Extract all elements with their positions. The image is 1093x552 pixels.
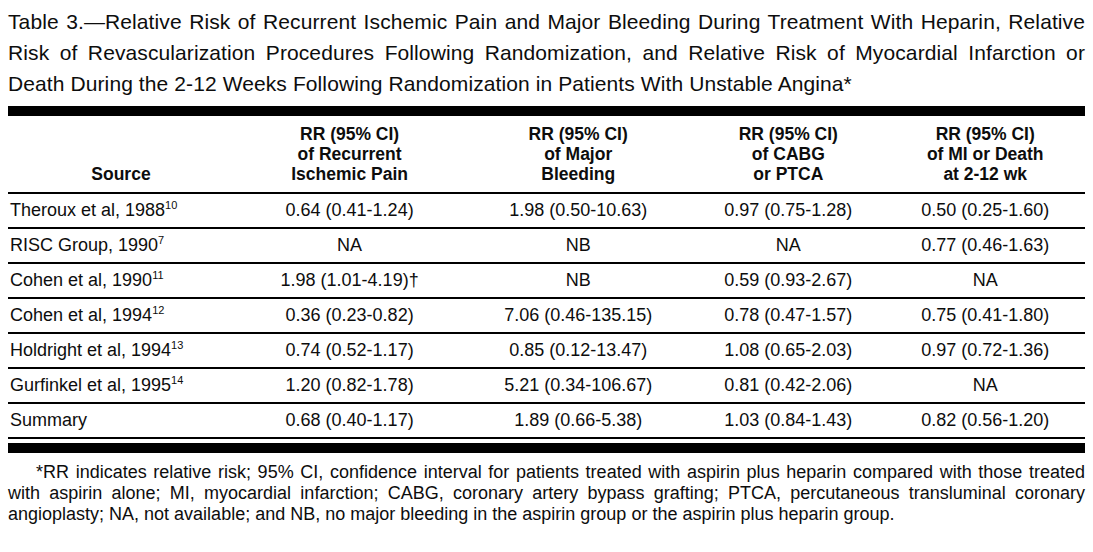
col-header-major-bleeding: RR (95% CI) of Major Bleeding bbox=[465, 116, 691, 193]
col-header-cabg-ptca: RR (95% CI) of CABG or PTCA bbox=[691, 116, 885, 193]
table-footnote: *RR indicates relative risk; 95% CI, con… bbox=[8, 462, 1085, 525]
table-row-cohen-1990: Cohen et al, 199011 1.98 (1.01-4.19)† NB… bbox=[8, 263, 1085, 298]
source-name: RISC Group, 1990 bbox=[10, 235, 158, 255]
rr-mi-cell: NA bbox=[885, 368, 1085, 403]
source-name: Holdright et al, 1994 bbox=[10, 340, 171, 360]
rr-bleeding-cell: 0.85 (0.12-13.47) bbox=[465, 333, 691, 368]
table-row-gurfinkel-1995: Gurfinkel et al, 199514 1.20 (0.82-1.78)… bbox=[8, 368, 1085, 403]
table-header-row: Source RR (95% CI) of Recurrent Ischemic… bbox=[8, 116, 1085, 193]
rr-bleeding-cell: 1.98 (0.50-10.63) bbox=[465, 193, 691, 228]
source-name: Summary bbox=[10, 410, 87, 430]
reference-superscript: 14 bbox=[171, 374, 183, 386]
source-cell: Cohen et al, 199412 bbox=[8, 298, 234, 333]
col-header-source: Source bbox=[8, 116, 234, 193]
table-title: Table 3.—Relative Risk of Recurrent Isch… bbox=[8, 6, 1085, 99]
rr-cabg-cell: 0.78 (0.47-1.57) bbox=[691, 298, 885, 333]
rr-bleeding-cell: 7.06 (0.46-135.15) bbox=[465, 298, 691, 333]
table-row-cohen-1994: Cohen et al, 199412 0.36 (0.23-0.82) 7.0… bbox=[8, 298, 1085, 333]
rr-bleeding-cell: 5.21 (0.34-106.67) bbox=[465, 368, 691, 403]
table-row-holdright-1994: Holdright et al, 199413 0.74 (0.52-1.17)… bbox=[8, 333, 1085, 368]
rr-ischemic-cell: NA bbox=[234, 228, 465, 263]
reference-superscript: 12 bbox=[152, 304, 164, 316]
top-rule bbox=[8, 106, 1085, 116]
source-cell: Theroux et al, 198810 bbox=[8, 193, 234, 228]
source-name: Gurfinkel et al, 1995 bbox=[10, 375, 171, 395]
reference-superscript: 11 bbox=[152, 269, 163, 281]
col-header-recurrent-ischemic-pain: RR (95% CI) of Recurrent Ischemic Pain bbox=[234, 116, 465, 193]
rr-ischemic-cell: 0.36 (0.23-0.82) bbox=[234, 298, 465, 333]
rr-mi-cell: NA bbox=[885, 263, 1085, 298]
table-row-risc-1990: RISC Group, 19907 NA NB NA 0.77 (0.46-1.… bbox=[8, 228, 1085, 263]
rr-mi-cell: 0.50 (0.25-1.60) bbox=[885, 193, 1085, 228]
source-cell: Holdright et al, 199413 bbox=[8, 333, 234, 368]
rr-bleeding-cell: NB bbox=[465, 228, 691, 263]
source-cell: RISC Group, 19907 bbox=[8, 228, 234, 263]
source-name: Cohen et al, 1994 bbox=[10, 305, 152, 325]
rr-cabg-cell: 0.81 (0.42-2.06) bbox=[691, 368, 885, 403]
rr-mi-cell: 0.77 (0.46-1.63) bbox=[885, 228, 1085, 263]
rr-cabg-cell: 1.08 (0.65-2.03) bbox=[691, 333, 885, 368]
rr-cabg-cell: 1.03 (0.84-1.43) bbox=[691, 403, 885, 438]
rr-cabg-cell: NA bbox=[691, 228, 885, 263]
table-row-summary: Summary 0.68 (0.40-1.17) 1.89 (0.66-5.38… bbox=[8, 403, 1085, 438]
col-header-mi-death: RR (95% CI) of MI or Death at 2-12 wk bbox=[885, 116, 1085, 193]
rr-ischemic-cell: 0.74 (0.52-1.17) bbox=[234, 333, 465, 368]
source-cell: Cohen et al, 199011 bbox=[8, 263, 234, 298]
rr-mi-cell: 0.75 (0.41-1.80) bbox=[885, 298, 1085, 333]
rr-bleeding-cell: NB bbox=[465, 263, 691, 298]
bottom-rule bbox=[8, 443, 1085, 453]
data-table: Source RR (95% CI) of Recurrent Ischemic… bbox=[8, 116, 1085, 439]
reference-superscript: 10 bbox=[165, 199, 177, 211]
rr-cabg-cell: 0.97 (0.75-1.28) bbox=[691, 193, 885, 228]
rr-ischemic-cell: 0.68 (0.40-1.17) bbox=[234, 403, 465, 438]
reference-superscript: 7 bbox=[158, 234, 164, 246]
source-name: Cohen et al, 1990 bbox=[10, 270, 152, 290]
rr-ischemic-cell: 0.64 (0.41-1.24) bbox=[234, 193, 465, 228]
rr-ischemic-cell: 1.98 (1.01-4.19)† bbox=[234, 263, 465, 298]
rr-mi-cell: 0.97 (0.72-1.36) bbox=[885, 333, 1085, 368]
table-row-theroux-1988: Theroux et al, 198810 0.64 (0.41-1.24) 1… bbox=[8, 193, 1085, 228]
paper-table-figure: Table 3.—Relative Risk of Recurrent Isch… bbox=[0, 0, 1093, 552]
rr-mi-cell: 0.82 (0.56-1.20) bbox=[885, 403, 1085, 438]
source-cell: Summary bbox=[8, 403, 234, 438]
source-cell: Gurfinkel et al, 199514 bbox=[8, 368, 234, 403]
source-name: Theroux et al, 1988 bbox=[10, 200, 165, 220]
reference-superscript: 13 bbox=[171, 339, 183, 351]
rr-ischemic-cell: 1.20 (0.82-1.78) bbox=[234, 368, 465, 403]
rr-cabg-cell: 0.59 (0.93-2.67) bbox=[691, 263, 885, 298]
rr-bleeding-cell: 1.89 (0.66-5.38) bbox=[465, 403, 691, 438]
